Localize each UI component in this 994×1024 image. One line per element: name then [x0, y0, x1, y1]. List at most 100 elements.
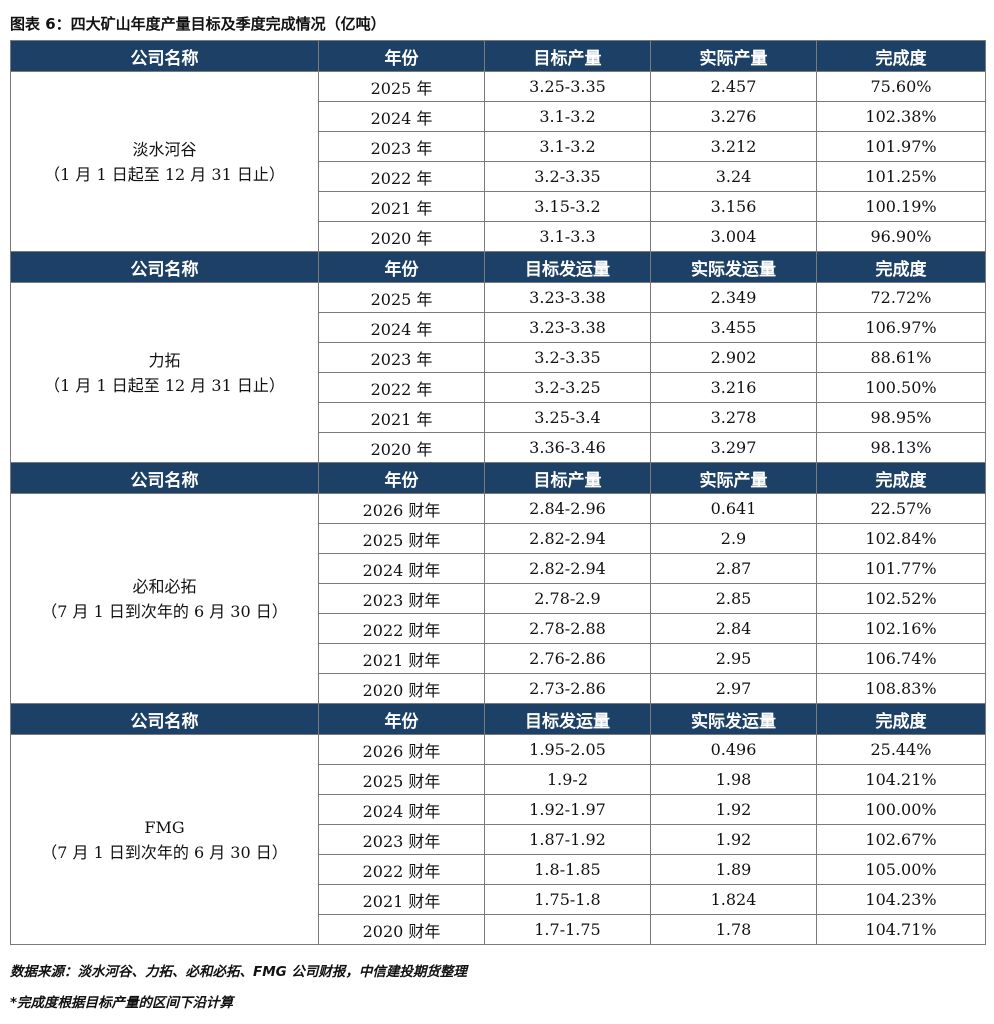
year-cell: 2020 年 [318, 221, 485, 252]
source-note: 数据来源：淡水河谷、力拓、必和必拓、FMG 公司财报，中信建投期货整理 [10, 964, 467, 980]
company-cell: FMG （7 月 1 日到次年的 6 月 30 日） [10, 734, 319, 945]
target-cell: 1.87-1.92 [484, 824, 651, 855]
company-name-header: 公司名称 [10, 40, 319, 72]
year-cell: 2023 财年 [318, 824, 485, 855]
table-row: 2023 年 3.1-3.2 3.212 101.97% [11, 131, 986, 162]
completion-cell: 75.60% [816, 71, 986, 102]
completion-cell: 102.38% [816, 101, 986, 132]
target-cell: 2.84-2.96 [484, 493, 651, 524]
footnote: *完成度根据目标产量的区间下沿计算 [10, 995, 234, 1011]
actual-cell: 1.98 [650, 764, 817, 795]
target-cell: 1.7-1.75 [484, 914, 651, 945]
actual-cell: 3.216 [650, 372, 817, 403]
year-cell: 2020 财年 [318, 673, 485, 704]
completion-cell: 88.61% [816, 342, 986, 373]
table-row: 2020 财年 2.73-2.86 2.97 108.83% [11, 673, 986, 704]
completion-cell: 22.57% [816, 493, 986, 524]
year-cell: 2025 年 [318, 71, 485, 102]
target-cell: 2.76-2.86 [484, 643, 651, 674]
year-cell: 2026 财年 [318, 734, 485, 765]
completion-header: 完成度 [816, 462, 986, 494]
table-row: 2024 财年 1.92-1.97 1.92 100.00% [11, 794, 986, 825]
actual-cell: 2.87 [650, 553, 817, 584]
year-cell: 2025 财年 [318, 523, 485, 554]
actual-cell: 3.278 [650, 402, 817, 433]
completion-cell: 105.00% [816, 854, 986, 885]
year-cell: 2022 财年 [318, 854, 485, 885]
completion-cell: 106.97% [816, 312, 986, 343]
actual-header: 实际产量 [650, 40, 817, 72]
completion-cell: 72.72% [816, 282, 986, 313]
year-cell: 2021 年 [318, 191, 485, 222]
actual-cell: 0.641 [650, 493, 817, 524]
completion-cell: 25.44% [816, 734, 986, 765]
company-cell: 淡水河谷 （1 月 1 日起至 12 月 31 日止） [10, 71, 319, 252]
year-cell: 2025 年 [318, 282, 485, 313]
completion-cell: 101.25% [816, 161, 986, 192]
year-cell: 2021 年 [318, 402, 485, 433]
company-name: 淡水河谷 [132, 139, 197, 159]
actual-cell: 2.85 [650, 583, 817, 614]
actual-cell: 3.004 [650, 221, 817, 252]
completion-cell: 101.77% [816, 553, 986, 584]
company-name-header: 公司名称 [10, 251, 319, 283]
table-row: 必和必拓 （7 月 1 日到次年的 6 月 30 日） 2026 财年 2.84-2.… [10, 493, 986, 704]
year-cell: 2020 财年 [318, 914, 485, 945]
actual-cell: 1.92 [650, 794, 817, 825]
actual-cell: 2.349 [650, 282, 817, 313]
target-header: 目标发运量 [484, 251, 651, 283]
target-cell: 3.1-3.3 [484, 221, 651, 252]
company-name: 力拓 [148, 350, 181, 370]
actual-cell: 2.97 [650, 673, 817, 704]
completion-cell: 106.74% [816, 643, 986, 674]
target-cell: 1.95-2.05 [484, 734, 651, 765]
actual-cell: 3.212 [650, 131, 817, 162]
table-row: 2021 年 3.15-3.2 3.156 100.19% [11, 191, 986, 222]
table-row: 2025 财年 2.82-2.94 2.9 102.84% [11, 523, 986, 554]
completion-cell: 100.19% [816, 191, 986, 222]
actual-cell: 1.92 [650, 824, 817, 855]
actual-cell: 2.902 [650, 342, 817, 373]
year-header: 年份 [318, 703, 485, 735]
table-row: 2020 年 3.1-3.3 3.004 96.90% [11, 221, 986, 252]
year-cell: 2025 财年 [318, 764, 485, 795]
actual-cell: 3.297 [650, 432, 817, 463]
table-header-row: 公司名称 年份 目标产量 实际产量 完成度 [10, 462, 986, 494]
target-cell: 3.2-3.35 [484, 161, 651, 192]
target-cell: 1.9-2 [484, 764, 651, 795]
completion-header: 完成度 [816, 40, 986, 72]
actual-header: 实际发运量 [650, 703, 817, 735]
company-cell: 必和必拓 （7 月 1 日到次年的 6 月 30 日） [10, 493, 319, 704]
target-header: 目标产量 [484, 40, 651, 72]
target-header: 目标产量 [484, 462, 651, 494]
target-cell: 2.78-2.88 [484, 613, 651, 644]
actual-cell: 2.84 [650, 613, 817, 644]
actual-cell: 3.276 [650, 101, 817, 132]
actual-cell: 3.24 [650, 161, 817, 192]
completion-header: 完成度 [816, 251, 986, 283]
year-cell: 2023 年 [318, 342, 485, 373]
company-name: 必和必拓 [132, 576, 197, 596]
table-row: 2022 财年 1.8-1.85 1.89 105.00% [11, 854, 986, 885]
completion-cell: 98.95% [816, 402, 986, 433]
actual-cell: 1.824 [650, 884, 817, 915]
target-cell: 1.92-1.97 [484, 794, 651, 825]
year-cell: 2023 年 [318, 131, 485, 162]
year-cell: 2020 年 [318, 432, 485, 463]
completion-cell: 102.84% [816, 523, 986, 554]
table-row: FMG （7 月 1 日到次年的 6 月 30 日） 2026 财年 1.95-2.0… [10, 734, 986, 945]
company-name-header: 公司名称 [10, 462, 319, 494]
table-row: 2021 财年 2.76-2.86 2.95 106.74% [11, 643, 986, 674]
year-cell: 2024 年 [318, 101, 485, 132]
actual-cell: 1.89 [650, 854, 817, 885]
table-row: 2023 财年 2.78-2.9 2.85 102.52% [11, 583, 986, 614]
table-row: 2024 年 3.1-3.2 3.276 102.38% [11, 101, 986, 132]
table-body: 公司名称 年份 目标产量 实际产量 完成度 淡水河谷 （1 月 1 日起至 12 月 31 … [10, 40, 986, 945]
completion-cell: 100.00% [816, 794, 986, 825]
table-row: 2022 年 3.2-3.25 3.216 100.50% [11, 372, 986, 403]
table-row: 2023 年 3.2-3.35 2.902 88.61% [11, 342, 986, 373]
completion-cell: 104.21% [816, 764, 986, 795]
target-cell: 3.1-3.2 [484, 131, 651, 162]
reporting-period: （1 月 1 日起至 12 月 31 日止） [44, 164, 285, 184]
completion-cell: 98.13% [816, 432, 986, 463]
